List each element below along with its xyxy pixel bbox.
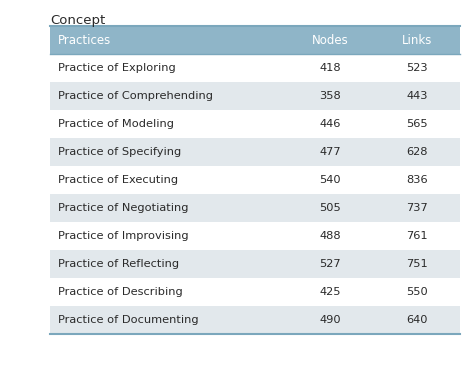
Text: 550: 550	[406, 287, 428, 297]
Text: 425: 425	[319, 287, 341, 297]
Text: Practice of Modeling: Practice of Modeling	[58, 119, 174, 129]
Text: 527: 527	[319, 259, 341, 269]
Text: 737: 737	[406, 203, 428, 213]
Bar	[50, 82, 460, 110]
Text: Practice of Reflecting: Practice of Reflecting	[58, 259, 179, 269]
Text: 505: 505	[319, 203, 341, 213]
Text: 477: 477	[319, 147, 341, 157]
Text: 446: 446	[319, 119, 340, 129]
Text: Practice of Improvising: Practice of Improvising	[58, 231, 189, 241]
Text: 565: 565	[406, 119, 428, 129]
Text: 358: 358	[319, 91, 341, 101]
Text: Practices: Practices	[58, 34, 111, 46]
Text: Concept: Concept	[50, 14, 105, 27]
Bar	[50, 26, 460, 54]
Bar	[50, 278, 460, 306]
Text: 640: 640	[406, 315, 428, 325]
Text: 836: 836	[406, 175, 428, 185]
Bar	[50, 222, 460, 250]
Text: 628: 628	[406, 147, 428, 157]
Text: 490: 490	[319, 315, 341, 325]
Text: Practice of Specifying: Practice of Specifying	[58, 147, 181, 157]
Bar	[50, 250, 460, 278]
Bar	[50, 110, 460, 138]
Bar	[50, 54, 460, 82]
Text: Practice of Executing: Practice of Executing	[58, 175, 178, 185]
Text: Practice of Describing: Practice of Describing	[58, 287, 183, 297]
Text: 523: 523	[406, 63, 428, 73]
Text: 488: 488	[319, 231, 341, 241]
Text: 418: 418	[319, 63, 341, 73]
Text: Practice of Exploring: Practice of Exploring	[58, 63, 176, 73]
Text: 443: 443	[406, 91, 428, 101]
Bar	[50, 306, 460, 334]
Text: Practice of Documenting: Practice of Documenting	[58, 315, 199, 325]
Text: 751: 751	[406, 259, 428, 269]
Text: 761: 761	[406, 231, 428, 241]
Bar	[50, 138, 460, 166]
Text: Practice of Negotiating: Practice of Negotiating	[58, 203, 189, 213]
Text: 540: 540	[319, 175, 341, 185]
Bar	[50, 194, 460, 222]
Bar	[50, 166, 460, 194]
Text: Nodes: Nodes	[311, 34, 348, 46]
Text: Links: Links	[402, 34, 432, 46]
Text: Practice of Comprehending: Practice of Comprehending	[58, 91, 213, 101]
